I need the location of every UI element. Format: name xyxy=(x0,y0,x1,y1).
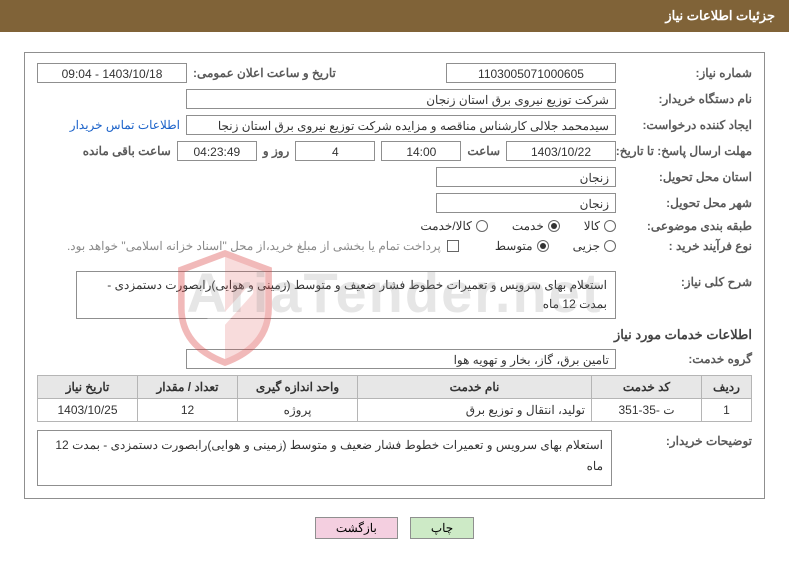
requester-value: سیدمحمد جلالی کارشناس مناقصه و مزایده شر… xyxy=(186,115,616,135)
page-title: جزئیات اطلاعات نیاز xyxy=(665,8,775,23)
row-service-group: گروه خدمت: تامین برق، گاز، بخار و تهویه … xyxy=(37,349,752,369)
services-section-title: اطلاعات خدمات مورد نیاز xyxy=(37,327,752,343)
class-label: طبقه بندی موضوعی: xyxy=(622,219,752,233)
deadline-time: 14:00 xyxy=(381,141,461,161)
cell-qty: 12 xyxy=(138,399,238,422)
th-unit: واحد اندازه گیری xyxy=(238,376,358,399)
pay-note: پرداخت تمام یا بخشی از مبلغ خرید،از محل … xyxy=(67,239,441,253)
th-qty: تعداد / مقدار xyxy=(138,376,238,399)
service-group-value: تامین برق، گاز، بخار و تهویه هوا xyxy=(186,349,616,369)
buyer-org-label: نام دستگاه خریدار: xyxy=(622,92,752,106)
buyer-desc-box: استعلام بهای سرویس و تعمیرات خطوط فشار ض… xyxy=(37,430,612,486)
deadline-date: 1403/10/22 xyxy=(506,141,616,161)
days-remain: 4 xyxy=(295,141,375,161)
row-deadline: مهلت ارسال پاسخ: تا تاریخ: 1403/10/22 سا… xyxy=(37,141,752,161)
cell-name: تولید، انتقال و توزیع برق xyxy=(358,399,592,422)
treasury-checkbox[interactable] xyxy=(447,240,459,252)
class-opt-b: خدمت xyxy=(512,219,544,233)
remain-suffix: ساعت باقی مانده xyxy=(83,144,171,158)
table-header-row: ردیف کد خدمت نام خدمت واحد اندازه گیری ت… xyxy=(38,376,752,399)
class-opt-a: کالا xyxy=(584,219,600,233)
time-label: ساعت xyxy=(467,144,500,158)
row-requester: ایجاد کننده درخواست: سیدمحمد جلالی کارشن… xyxy=(37,115,752,135)
radio-icon xyxy=(476,220,488,232)
radio-icon xyxy=(604,220,616,232)
radio-icon xyxy=(537,240,549,252)
province-value: زنجان xyxy=(436,167,616,187)
class-radio-service[interactable]: خدمت xyxy=(512,219,560,233)
contact-link[interactable]: اطلاعات تماس خریدار xyxy=(70,118,180,132)
checkbox-icon xyxy=(447,240,459,252)
radio-icon xyxy=(548,220,560,232)
need-no-label: شماره نیاز: xyxy=(622,66,752,80)
proc-radio-group: جزیی متوسط xyxy=(495,239,616,253)
proc-opt-a: جزیی xyxy=(573,239,600,253)
th-name: نام خدمت xyxy=(358,376,592,399)
row-buyer-org: نام دستگاه خریدار: شرکت توزیع نیروی برق … xyxy=(37,89,752,109)
row-need-no: شماره نیاز: 1103005071000605 تاریخ و ساع… xyxy=(37,63,752,83)
row-province: استان محل تحویل: زنجان xyxy=(37,167,752,187)
days-and-label: روز و xyxy=(263,144,290,158)
service-group-label: گروه خدمت: xyxy=(622,352,752,366)
deadline-label: مهلت ارسال پاسخ: تا تاریخ: xyxy=(622,144,752,158)
services-table: ردیف کد خدمت نام خدمت واحد اندازه گیری ت… xyxy=(37,375,752,422)
city-label: شهر محل تحویل: xyxy=(622,196,752,210)
class-radio-group: کالا خدمت کالا/خدمت xyxy=(420,219,616,233)
cell-date: 1403/10/25 xyxy=(38,399,138,422)
cell-idx: 1 xyxy=(702,399,752,422)
proc-label: نوع فرآیند خرید : xyxy=(622,239,752,253)
th-code: کد خدمت xyxy=(592,376,702,399)
announce-value: 1403/10/18 - 09:04 xyxy=(37,63,187,83)
cell-unit: پروژه xyxy=(238,399,358,422)
row-process-type: نوع فرآیند خرید : جزیی متوسط پرداخت تمام… xyxy=(37,239,752,253)
button-row: چاپ بازگشت xyxy=(0,517,789,539)
need-desc-box: استعلام بهای سرویس و تعمیرات خطوط فشار ض… xyxy=(76,271,616,319)
class-radio-goods[interactable]: کالا xyxy=(584,219,616,233)
proc-radio-minor[interactable]: جزیی xyxy=(573,239,616,253)
announce-label: تاریخ و ساعت اعلان عمومی: xyxy=(193,66,336,80)
need-desc-label: شرح کلی نیاز: xyxy=(622,271,752,289)
city-value: زنجان xyxy=(436,193,616,213)
page-header: جزئیات اطلاعات نیاز xyxy=(0,0,789,32)
row-need-desc: شرح کلی نیاز: استعلام بهای سرویس و تعمیر… xyxy=(37,271,752,319)
proc-opt-b: متوسط xyxy=(495,239,533,253)
row-classification: طبقه بندی موضوعی: کالا خدمت کالا/خدمت xyxy=(37,219,752,233)
class-radio-both[interactable]: کالا/خدمت xyxy=(420,219,487,233)
buyer-org-value: شرکت توزیع نیروی برق استان زنجان xyxy=(186,89,616,109)
requester-label: ایجاد کننده درخواست: xyxy=(622,118,752,132)
countdown: 04:23:49 xyxy=(177,141,257,161)
proc-radio-medium[interactable]: متوسط xyxy=(495,239,549,253)
buyer-desc-label: توضیحات خریدار: xyxy=(622,430,752,448)
th-date: تاریخ نیاز xyxy=(38,376,138,399)
th-row: ردیف xyxy=(702,376,752,399)
back-button[interactable]: بازگشت xyxy=(315,517,398,539)
class-opt-c: کالا/خدمت xyxy=(420,219,471,233)
form-panel: شماره نیاز: 1103005071000605 تاریخ و ساع… xyxy=(24,52,765,499)
print-button[interactable]: چاپ xyxy=(410,517,474,539)
province-label: استان محل تحویل: xyxy=(622,170,752,184)
row-buyer-desc: توضیحات خریدار: استعلام بهای سرویس و تعم… xyxy=(37,430,752,486)
radio-icon xyxy=(604,240,616,252)
table-row: 1 ت -35-351 تولید، انتقال و توزیع برق پر… xyxy=(38,399,752,422)
need-no-value: 1103005071000605 xyxy=(446,63,616,83)
row-city: شهر محل تحویل: زنجان xyxy=(37,193,752,213)
cell-code: ت -35-351 xyxy=(592,399,702,422)
